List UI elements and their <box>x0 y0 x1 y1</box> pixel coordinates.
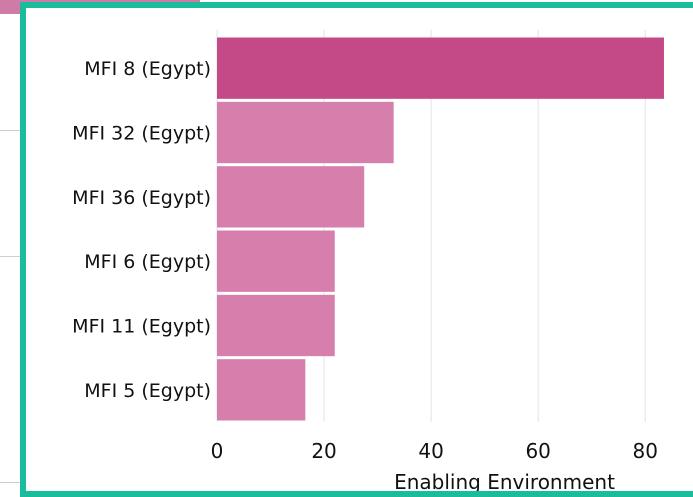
category-label: MFI 8 (Egypt) <box>84 58 211 80</box>
x-tick-label: 0 <box>211 439 224 463</box>
category-label: MFI 6 (Egypt) <box>84 251 211 273</box>
bar[interactable] <box>217 101 394 164</box>
bar[interactable] <box>217 37 664 99</box>
x-tick-label: 40 <box>418 439 443 463</box>
category-label: MFI 5 (Egypt) <box>84 380 211 402</box>
background-divider <box>0 256 20 257</box>
bar[interactable] <box>217 230 335 292</box>
bar[interactable] <box>217 166 365 228</box>
enabling-environment-bar-chart: MFI 8 (Egypt) MFI 32 (Egypt) MFI 36 (Egypt… <box>72 30 664 494</box>
x-tick-label: 60 <box>525 439 550 463</box>
background-divider <box>0 130 20 131</box>
category-label: MFI 32 (Egypt) <box>72 123 211 145</box>
background-divider <box>0 482 20 483</box>
chart-card: MFI 8 (Egypt) MFI 32 (Egypt) MFI 36 (Egypt… <box>20 2 693 497</box>
x-axis-title: Enabling Environment <box>394 470 615 494</box>
x-tick-labels: 0 20 40 60 80 <box>211 439 658 463</box>
bar[interactable] <box>217 359 306 421</box>
category-label: MFI 11 (Egypt) <box>72 316 211 338</box>
bars <box>217 37 664 421</box>
category-label: MFI 36 (Egypt) <box>72 187 211 209</box>
x-tick-label: 20 <box>311 439 336 463</box>
category-labels: MFI 8 (Egypt) MFI 32 (Egypt) MFI 36 (Egypt… <box>72 58 211 402</box>
x-tick-label: 80 <box>633 439 658 463</box>
bar[interactable] <box>217 294 335 357</box>
